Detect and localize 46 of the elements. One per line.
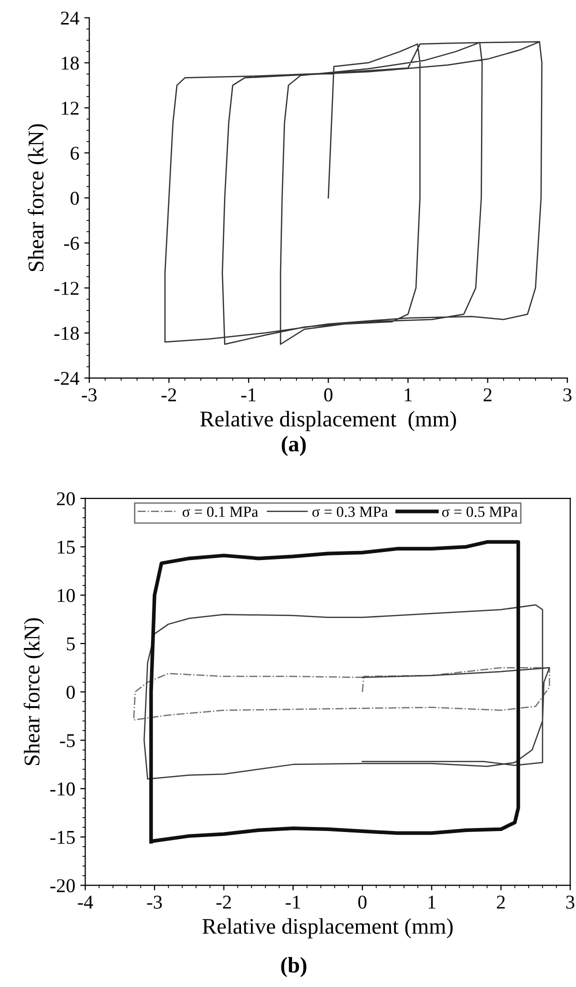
y-axis-title: Shear force (kN) bbox=[28, 124, 48, 272]
y-tick-label: -5 bbox=[60, 734, 75, 748]
x-tick-label: 1 bbox=[404, 388, 412, 402]
y-tick-label: -15 bbox=[50, 830, 75, 844]
y-tick-label: 12 bbox=[62, 102, 78, 115]
y-axis-title: Shear force (kN) bbox=[24, 618, 44, 766]
y-tick-label: 0 bbox=[66, 686, 75, 699]
text: (a) bbox=[282, 436, 306, 456]
x-tick-label: -3 bbox=[147, 896, 162, 909]
line-series bbox=[164, 41, 542, 345]
x-tick-label: 1 bbox=[428, 896, 436, 909]
line-series bbox=[149, 540, 520, 844]
x-tick-label: -1 bbox=[241, 388, 256, 402]
legend-label: σ = 0.5 MPa bbox=[442, 506, 518, 517]
y-tick-label: -18 bbox=[54, 326, 79, 340]
x-axis-title: Relative displacement (mm) bbox=[202, 918, 453, 938]
text: (b) bbox=[281, 956, 306, 978]
x-tick-label: -3 bbox=[82, 388, 97, 402]
y-tick-label: 10 bbox=[58, 588, 75, 602]
x-tick-label: 3 bbox=[563, 388, 572, 402]
line-series bbox=[133, 667, 550, 721]
y-tick-label: 24 bbox=[60, 12, 80, 25]
x-tick-label: 0 bbox=[324, 388, 332, 402]
x-tick-label: 0 bbox=[358, 896, 367, 909]
y-tick-label: -20 bbox=[50, 879, 75, 892]
x-tick-label: 3 bbox=[566, 896, 574, 909]
y-tick-label: -24 bbox=[54, 372, 80, 385]
y-tick-label: -12 bbox=[54, 282, 78, 295]
y-tick-label: 6 bbox=[70, 146, 79, 160]
x-axis-title: Relative displacement (mm) bbox=[200, 410, 456, 432]
x-tick-label: -2 bbox=[162, 388, 176, 402]
x-tick-label: -4 bbox=[78, 896, 94, 909]
line-series bbox=[144, 604, 550, 780]
x-tick-label: -1 bbox=[286, 896, 300, 909]
y-tick-label: 5 bbox=[66, 638, 75, 650]
y-tick-label: 0 bbox=[70, 192, 79, 205]
legend-label: σ = 0.3 MPa bbox=[312, 506, 388, 517]
x-tick-label: 2 bbox=[496, 896, 505, 909]
y-tick-label: 18 bbox=[62, 56, 79, 70]
y-tick-label: -10 bbox=[50, 782, 75, 796]
x-tick-label: 2 bbox=[484, 388, 492, 402]
x-tick-label: -2 bbox=[216, 896, 231, 909]
y-tick-label: 20 bbox=[56, 492, 75, 506]
y-tick-label: 15 bbox=[58, 540, 75, 554]
y-tick-label: -6 bbox=[64, 236, 79, 250]
legend-label: σ = 0.1 MPa bbox=[182, 506, 258, 517]
